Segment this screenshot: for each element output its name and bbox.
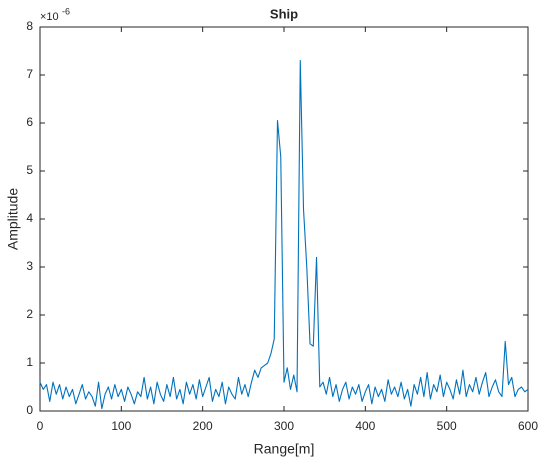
y-tick-label: 1 bbox=[26, 355, 33, 369]
x-tick-label: 600 bbox=[518, 419, 538, 433]
y-tick-label: 7 bbox=[26, 67, 33, 81]
y-tick-label: 0 bbox=[26, 403, 33, 417]
y-tick-label: 5 bbox=[26, 163, 33, 177]
y-tick-label: 8 bbox=[26, 19, 33, 33]
chart-title: Ship bbox=[270, 6, 298, 21]
x-axis-label: Range[m] bbox=[254, 441, 315, 457]
x-tick-label: 0 bbox=[37, 419, 44, 433]
data-line bbox=[39, 60, 529, 410]
y-tick-label: 6 bbox=[26, 115, 33, 129]
y-tick-label: 2 bbox=[26, 307, 33, 321]
x-tick-label: 100 bbox=[111, 419, 131, 433]
y-exponent-base: ×10 bbox=[40, 11, 59, 23]
x-tick-label: 400 bbox=[355, 419, 375, 433]
y-axis-label: Amplitude bbox=[5, 188, 21, 250]
y-exponent-power: -6 bbox=[62, 6, 70, 16]
x-tick-label: 200 bbox=[193, 419, 213, 433]
y-tick-label: 3 bbox=[26, 259, 33, 273]
x-tick-label: 300 bbox=[274, 419, 294, 433]
y-tick-label: 4 bbox=[26, 211, 33, 225]
x-tick-label: 500 bbox=[437, 419, 457, 433]
